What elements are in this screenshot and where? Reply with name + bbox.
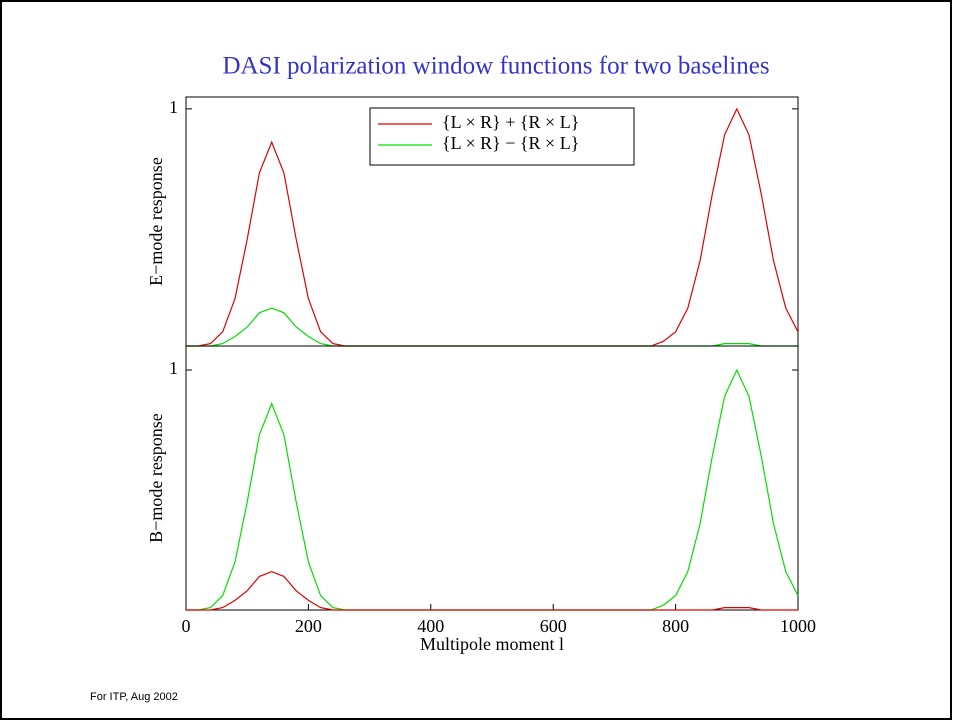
x-tick-label: 400 — [417, 616, 444, 636]
x-tick-label: 1000 — [780, 616, 816, 636]
x-axis-label: Multipole moment l — [420, 634, 564, 654]
x-tick-label: 200 — [295, 616, 322, 636]
x-tick-label: 800 — [662, 616, 689, 636]
legend-label: {L × R} + {R × L} — [442, 112, 579, 132]
series-line — [186, 570, 798, 611]
y-tick-label: 1 — [169, 97, 178, 117]
x-tick-label: 600 — [540, 616, 567, 636]
y-axis-label: E−mode response — [146, 157, 166, 286]
footer: For ITP, Aug 2002 — [90, 691, 178, 703]
slide-title: DASI polarization window functions for t… — [222, 53, 769, 80]
y-tick-label: 1 — [169, 358, 178, 378]
legend-label: {L × R} − {R × L} — [442, 133, 579, 153]
y-axis-label: B−mode response — [146, 413, 166, 543]
x-tick-label: 0 — [182, 616, 191, 636]
legend-box — [369, 107, 635, 166]
